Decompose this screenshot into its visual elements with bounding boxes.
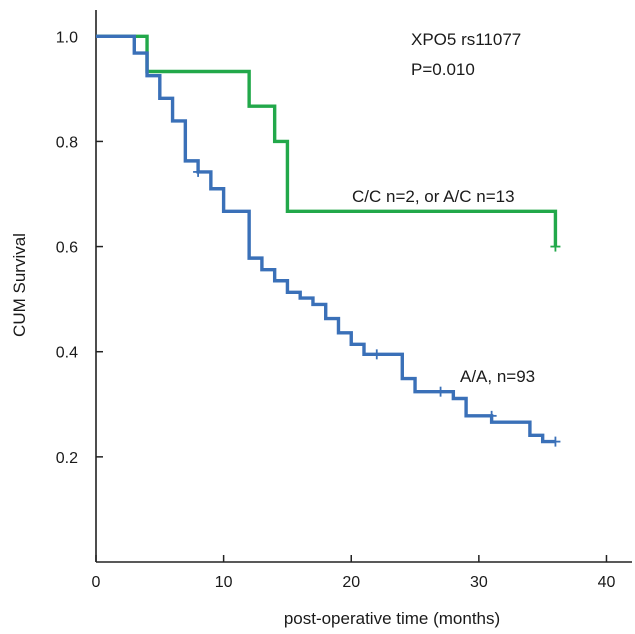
y-tick-label-0.6: 0.6 xyxy=(56,240,78,257)
x-axis-title: post-operative time (months) xyxy=(284,609,500,628)
x-tick-label-40: 40 xyxy=(598,574,616,591)
x-tick-label-30: 30 xyxy=(470,574,488,591)
y-tick-label-0.8: 0.8 xyxy=(56,134,78,151)
axes: 0.2 0.4 0.6 0.8 1.0 0 10 20 30 40 xyxy=(56,10,632,591)
annotation-gene: XPO5 rs11077 xyxy=(411,30,521,49)
legend-label-green: C/C n=2, or A/C n=13 xyxy=(352,187,515,206)
x-tick-label-10: 10 xyxy=(215,574,233,591)
x-tick-label-0: 0 xyxy=(92,574,101,591)
x-tick-label-20: 20 xyxy=(342,574,360,591)
series-line-0 xyxy=(96,34,558,247)
y-tick-label-0.4: 0.4 xyxy=(56,345,78,362)
series-line-1 xyxy=(96,34,556,444)
y-axis-title: CUM Survival xyxy=(10,233,29,337)
series-layer xyxy=(96,34,561,447)
y-tick-label-0.2: 0.2 xyxy=(56,450,78,467)
legend-label-blue: A/A, n=93 xyxy=(460,367,535,386)
y-tick-label-1.0: 1.0 xyxy=(56,29,78,46)
annotation-pvalue: P=0.010 xyxy=(411,60,475,79)
